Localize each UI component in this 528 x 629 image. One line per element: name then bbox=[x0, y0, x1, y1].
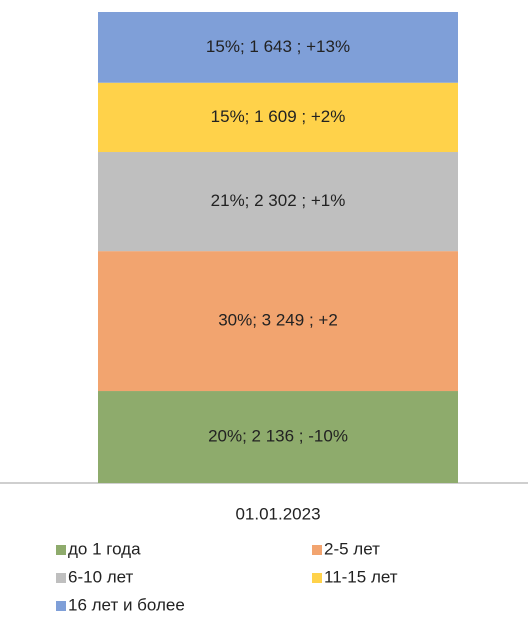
bar-segment bbox=[98, 251, 458, 392]
legend-swatch bbox=[56, 545, 66, 555]
legend-label: 6-10 лет bbox=[68, 567, 134, 586]
data-label: 15%; 1 643 ; +13% bbox=[206, 37, 350, 56]
legend-swatch bbox=[56, 573, 66, 583]
legend-swatch bbox=[56, 601, 66, 611]
legend-label: 16 лет и более bbox=[68, 595, 185, 614]
x-tick-label: 01.01.2023 bbox=[235, 504, 320, 523]
legend-label: 11-15 лет bbox=[324, 567, 398, 586]
legend-swatch bbox=[312, 545, 322, 555]
legend-swatch bbox=[312, 573, 322, 583]
data-label: 21%; 2 302 ; +1% bbox=[211, 191, 346, 210]
data-label: 30%; 3 249 ; +2 bbox=[218, 311, 338, 330]
bar-segment bbox=[98, 152, 458, 252]
legend-label: 2-5 лет bbox=[324, 539, 380, 558]
bar-segment bbox=[98, 12, 458, 83]
data-label: 15%; 1 609 ; +2% bbox=[211, 107, 346, 126]
bar-segment bbox=[98, 82, 458, 153]
legend-label: до 1 года bbox=[68, 539, 141, 558]
data-label: 20%; 2 136 ; -10% bbox=[208, 426, 348, 445]
bar-segment bbox=[98, 391, 458, 483]
